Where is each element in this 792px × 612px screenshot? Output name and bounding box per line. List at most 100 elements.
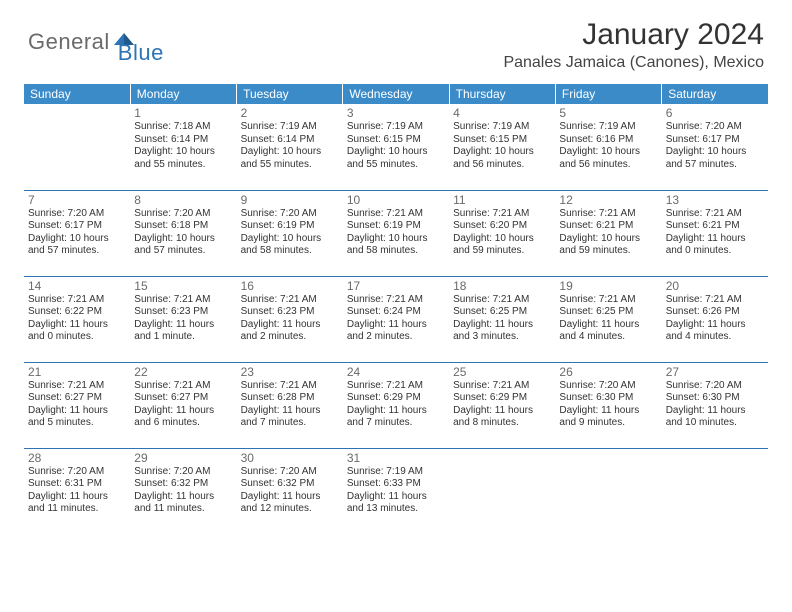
day-number: 2 xyxy=(241,106,339,121)
calendar-cell: 6Sunrise: 7:20 AMSunset: 6:17 PMDaylight… xyxy=(662,104,768,190)
day-data: Sunrise: 7:20 AMSunset: 6:31 PMDaylight:… xyxy=(28,466,126,516)
day-number: 22 xyxy=(134,365,232,380)
day-number: 12 xyxy=(559,193,657,208)
calendar-cell: 31Sunrise: 7:19 AMSunset: 6:33 PMDayligh… xyxy=(343,448,449,534)
calendar-cell: 15Sunrise: 7:21 AMSunset: 6:23 PMDayligh… xyxy=(130,276,236,362)
day-number: 25 xyxy=(453,365,551,380)
day-data: Sunrise: 7:20 AMSunset: 6:18 PMDaylight:… xyxy=(134,208,232,258)
calendar-cell: 13Sunrise: 7:21 AMSunset: 6:21 PMDayligh… xyxy=(662,190,768,276)
col-sunday: Sunday xyxy=(24,84,130,104)
col-tuesday: Tuesday xyxy=(237,84,343,104)
calendar-row: 21Sunrise: 7:21 AMSunset: 6:27 PMDayligh… xyxy=(24,362,768,448)
day-number: 21 xyxy=(28,365,126,380)
calendar-cell: 16Sunrise: 7:21 AMSunset: 6:23 PMDayligh… xyxy=(237,276,343,362)
day-data: Sunrise: 7:19 AMSunset: 6:15 PMDaylight:… xyxy=(453,121,551,171)
day-data: Sunrise: 7:21 AMSunset: 6:22 PMDaylight:… xyxy=(28,294,126,344)
day-data: Sunrise: 7:21 AMSunset: 6:27 PMDaylight:… xyxy=(134,380,232,430)
day-data: Sunrise: 7:20 AMSunset: 6:30 PMDaylight:… xyxy=(666,380,764,430)
day-data: Sunrise: 7:20 AMSunset: 6:17 PMDaylight:… xyxy=(666,121,764,171)
day-number: 19 xyxy=(559,279,657,294)
day-data: Sunrise: 7:20 AMSunset: 6:32 PMDaylight:… xyxy=(241,466,339,516)
day-number: 5 xyxy=(559,106,657,121)
day-number: 23 xyxy=(241,365,339,380)
day-data: Sunrise: 7:20 AMSunset: 6:32 PMDaylight:… xyxy=(134,466,232,516)
day-data: Sunrise: 7:21 AMSunset: 6:26 PMDaylight:… xyxy=(666,294,764,344)
calendar-cell: 27Sunrise: 7:20 AMSunset: 6:30 PMDayligh… xyxy=(662,362,768,448)
calendar-row: 28Sunrise: 7:20 AMSunset: 6:31 PMDayligh… xyxy=(24,448,768,534)
calendar-cell: 12Sunrise: 7:21 AMSunset: 6:21 PMDayligh… xyxy=(555,190,661,276)
column-header-row: Sunday Monday Tuesday Wednesday Thursday… xyxy=(24,84,768,104)
calendar-row: 14Sunrise: 7:21 AMSunset: 6:22 PMDayligh… xyxy=(24,276,768,362)
day-data: Sunrise: 7:21 AMSunset: 6:29 PMDaylight:… xyxy=(453,380,551,430)
calendar-cell: 30Sunrise: 7:20 AMSunset: 6:32 PMDayligh… xyxy=(237,448,343,534)
calendar-cell: 24Sunrise: 7:21 AMSunset: 6:29 PMDayligh… xyxy=(343,362,449,448)
day-number: 24 xyxy=(347,365,445,380)
calendar-cell: 14Sunrise: 7:21 AMSunset: 6:22 PMDayligh… xyxy=(24,276,130,362)
month-title: January 2024 xyxy=(503,18,764,52)
calendar-cell: 5Sunrise: 7:19 AMSunset: 6:16 PMDaylight… xyxy=(555,104,661,190)
day-number: 11 xyxy=(453,193,551,208)
calendar-cell: 20Sunrise: 7:21 AMSunset: 6:26 PMDayligh… xyxy=(662,276,768,362)
day-data: Sunrise: 7:21 AMSunset: 6:21 PMDaylight:… xyxy=(666,208,764,258)
calendar-cell xyxy=(555,448,661,534)
calendar-cell xyxy=(662,448,768,534)
brand-text-blue: Blue xyxy=(118,40,164,66)
day-data: Sunrise: 7:20 AMSunset: 6:17 PMDaylight:… xyxy=(28,208,126,258)
day-number: 9 xyxy=(241,193,339,208)
calendar-cell: 9Sunrise: 7:20 AMSunset: 6:19 PMDaylight… xyxy=(237,190,343,276)
day-data: Sunrise: 7:21 AMSunset: 6:20 PMDaylight:… xyxy=(453,208,551,258)
day-number: 20 xyxy=(666,279,764,294)
day-number: 17 xyxy=(347,279,445,294)
day-data: Sunrise: 7:20 AMSunset: 6:19 PMDaylight:… xyxy=(241,208,339,258)
title-block: January 2024 Panales Jamaica (Canones), … xyxy=(503,18,764,72)
day-number: 16 xyxy=(241,279,339,294)
col-monday: Monday xyxy=(130,84,236,104)
day-number: 27 xyxy=(666,365,764,380)
day-data: Sunrise: 7:21 AMSunset: 6:27 PMDaylight:… xyxy=(28,380,126,430)
day-data: Sunrise: 7:21 AMSunset: 6:24 PMDaylight:… xyxy=(347,294,445,344)
day-number: 31 xyxy=(347,451,445,466)
calendar-cell xyxy=(449,448,555,534)
calendar-cell: 22Sunrise: 7:21 AMSunset: 6:27 PMDayligh… xyxy=(130,362,236,448)
page-header: General Blue January 2024 Panales Jamaic… xyxy=(0,0,792,76)
day-data: Sunrise: 7:21 AMSunset: 6:25 PMDaylight:… xyxy=(559,294,657,344)
calendar-cell xyxy=(24,104,130,190)
calendar-cell: 2Sunrise: 7:19 AMSunset: 6:14 PMDaylight… xyxy=(237,104,343,190)
day-number: 30 xyxy=(241,451,339,466)
day-data: Sunrise: 7:18 AMSunset: 6:14 PMDaylight:… xyxy=(134,121,232,171)
day-number: 10 xyxy=(347,193,445,208)
day-number: 29 xyxy=(134,451,232,466)
day-number: 1 xyxy=(134,106,232,121)
day-number: 15 xyxy=(134,279,232,294)
calendar-cell: 21Sunrise: 7:21 AMSunset: 6:27 PMDayligh… xyxy=(24,362,130,448)
calendar-cell: 18Sunrise: 7:21 AMSunset: 6:25 PMDayligh… xyxy=(449,276,555,362)
day-data: Sunrise: 7:19 AMSunset: 6:15 PMDaylight:… xyxy=(347,121,445,171)
calendar-cell: 7Sunrise: 7:20 AMSunset: 6:17 PMDaylight… xyxy=(24,190,130,276)
day-number: 8 xyxy=(134,193,232,208)
day-number: 14 xyxy=(28,279,126,294)
calendar-cell: 11Sunrise: 7:21 AMSunset: 6:20 PMDayligh… xyxy=(449,190,555,276)
calendar-cell: 19Sunrise: 7:21 AMSunset: 6:25 PMDayligh… xyxy=(555,276,661,362)
day-number: 4 xyxy=(453,106,551,121)
col-thursday: Thursday xyxy=(449,84,555,104)
calendar-cell: 3Sunrise: 7:19 AMSunset: 6:15 PMDaylight… xyxy=(343,104,449,190)
brand-text-general: General xyxy=(28,29,110,55)
calendar-cell: 1Sunrise: 7:18 AMSunset: 6:14 PMDaylight… xyxy=(130,104,236,190)
day-data: Sunrise: 7:21 AMSunset: 6:19 PMDaylight:… xyxy=(347,208,445,258)
day-number: 26 xyxy=(559,365,657,380)
day-data: Sunrise: 7:19 AMSunset: 6:16 PMDaylight:… xyxy=(559,121,657,171)
day-number: 28 xyxy=(28,451,126,466)
calendar-row: 1Sunrise: 7:18 AMSunset: 6:14 PMDaylight… xyxy=(24,104,768,190)
day-data: Sunrise: 7:21 AMSunset: 6:28 PMDaylight:… xyxy=(241,380,339,430)
calendar-cell: 25Sunrise: 7:21 AMSunset: 6:29 PMDayligh… xyxy=(449,362,555,448)
calendar-cell: 28Sunrise: 7:20 AMSunset: 6:31 PMDayligh… xyxy=(24,448,130,534)
calendar-cell: 17Sunrise: 7:21 AMSunset: 6:24 PMDayligh… xyxy=(343,276,449,362)
day-data: Sunrise: 7:19 AMSunset: 6:33 PMDaylight:… xyxy=(347,466,445,516)
col-wednesday: Wednesday xyxy=(343,84,449,104)
day-number: 18 xyxy=(453,279,551,294)
calendar-table: Sunday Monday Tuesday Wednesday Thursday… xyxy=(24,84,768,534)
calendar-cell: 8Sunrise: 7:20 AMSunset: 6:18 PMDaylight… xyxy=(130,190,236,276)
day-data: Sunrise: 7:19 AMSunset: 6:14 PMDaylight:… xyxy=(241,121,339,171)
day-data: Sunrise: 7:21 AMSunset: 6:29 PMDaylight:… xyxy=(347,380,445,430)
calendar-cell: 26Sunrise: 7:20 AMSunset: 6:30 PMDayligh… xyxy=(555,362,661,448)
